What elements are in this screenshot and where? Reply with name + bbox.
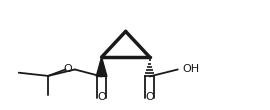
Text: OH: OH [182,64,199,74]
Text: O: O [63,64,72,74]
Polygon shape [96,57,107,76]
Text: O: O [97,92,106,102]
Text: O: O [145,92,154,102]
